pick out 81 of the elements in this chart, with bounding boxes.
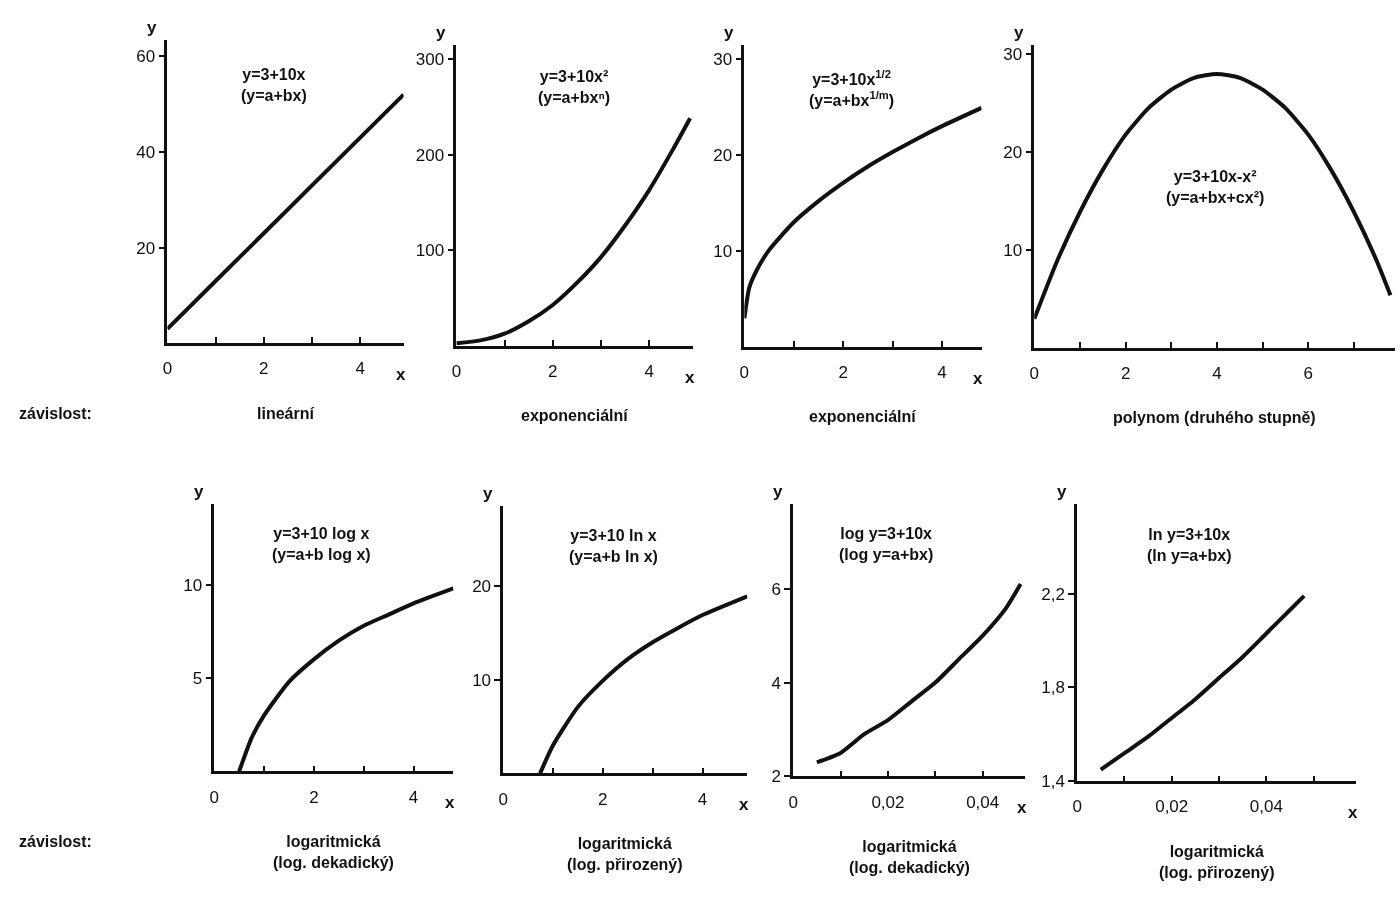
text: exponenciální: [521, 407, 629, 424]
y-axis-title: y: [483, 484, 493, 503]
y-tick-label: 1,8: [1041, 678, 1066, 698]
y-tick-label: 1,4: [1041, 772, 1066, 792]
y-tick-label: 20: [472, 576, 492, 596]
x-tick-label: 0,02: [871, 792, 905, 812]
x-tick-label: 2: [259, 359, 269, 379]
x-tick-label: 2: [598, 789, 608, 809]
text: závislost:: [19, 833, 92, 850]
x-tick-label: 4: [937, 363, 947, 383]
x-tick-label: 0: [788, 792, 798, 812]
y-tick-label: 10: [713, 242, 733, 262]
x-tick-label: 2: [548, 362, 558, 382]
x-tick-label: 6: [1303, 364, 1313, 384]
y-tick-label: 6: [771, 579, 782, 599]
x-tick-label: 0: [498, 789, 508, 809]
x-axis-title: x: [445, 793, 455, 812]
x-axis-title: x: [739, 795, 749, 814]
line-series: [814, 582, 1023, 765]
x-tick-label: 0: [1029, 364, 1040, 384]
text: logaritmická (log. přirozený): [567, 835, 683, 873]
x-axis-title: x: [1348, 803, 1358, 822]
text: y=3+10 ln x (y=a+b ln x): [569, 527, 658, 565]
y-tick-label: 30: [713, 49, 733, 69]
x-tick-label: 4: [355, 359, 365, 379]
y-tick-label: 20: [713, 145, 733, 165]
y-tick-label: 10: [183, 575, 203, 595]
x-tick-label: 0: [209, 787, 219, 807]
text: lineární: [257, 405, 315, 422]
x-tick-label: 0: [451, 362, 462, 382]
y-axis-title: y: [147, 18, 157, 37]
x-axis-title: x: [685, 368, 695, 387]
line-series: [1098, 593, 1307, 772]
text: logaritmická (log. dekadický): [849, 838, 970, 876]
x-tick-label: 0,04: [1249, 797, 1283, 817]
y-tick-label: 20: [1003, 143, 1023, 163]
y-tick-label: 100: [415, 241, 445, 261]
x-tick-label: 2: [838, 363, 848, 383]
text: závislost:: [19, 405, 92, 422]
y-axis-title: y: [194, 482, 204, 501]
text: exponenciální: [809, 408, 917, 425]
y-axis-title: y: [436, 23, 446, 42]
x-tick-label: 4: [1212, 364, 1222, 384]
text: polynom (druhého stupně): [1113, 409, 1316, 426]
y-axis-title: y: [1014, 23, 1024, 42]
y-tick-label: 2,2: [1041, 584, 1066, 604]
text: y=3+10x² (y=a+bxⁿ): [538, 68, 611, 106]
y-tick-label: 20: [136, 238, 156, 258]
x-axis-title: x: [396, 365, 406, 384]
text: y=3+10 log x (y=a+b log x): [272, 525, 371, 563]
y-tick-label: 30: [1003, 45, 1023, 65]
x-tick-label: 0,02: [1155, 797, 1189, 817]
text: logaritmická (log. dekadický): [273, 833, 394, 871]
x-tick-label: 4: [697, 789, 708, 809]
x-axis-title: x: [973, 369, 983, 388]
text: ln y=3+10x (ln y=a+bx): [1147, 526, 1232, 564]
y-tick-label: 10: [1003, 241, 1023, 261]
y-axis-title: y: [773, 482, 783, 501]
y-tick-label: 5: [192, 669, 203, 688]
y-axis-title: y: [1057, 482, 1067, 501]
x-axis-title: x: [1017, 798, 1027, 817]
text: y=3+10x-x² (y=a+bx+cx²): [1166, 168, 1265, 206]
x-tick-label: 2: [309, 787, 319, 807]
text: log y=3+10x (log y=a+bx): [839, 525, 934, 563]
y-tick-label: 200: [415, 145, 445, 165]
y-tick-label: 40: [136, 142, 156, 162]
x-tick-label: 0,04: [966, 792, 1000, 812]
y-tick-label: 60: [136, 47, 156, 67]
x-tick-label: 4: [644, 362, 654, 382]
y-tick-label: 10: [472, 670, 492, 690]
x-tick-label: 2: [1120, 364, 1131, 384]
y-tick-label: 300: [415, 49, 445, 69]
y-tick-label: 2: [771, 767, 782, 787]
x-tick-label: 0: [739, 363, 750, 383]
y-axis-title: y: [724, 23, 734, 42]
text: logaritmická (log. přirozený): [1159, 843, 1275, 881]
y-tick-label: 4: [771, 673, 782, 693]
x-tick-label: 0: [1072, 797, 1082, 817]
x-tick-label: 0: [162, 359, 173, 379]
text: y=3+10x$^{1/2}$ (y=a+bx$^{1/m}$): [809, 68, 895, 109]
text: y=3+10x (y=a+bx): [241, 66, 307, 104]
